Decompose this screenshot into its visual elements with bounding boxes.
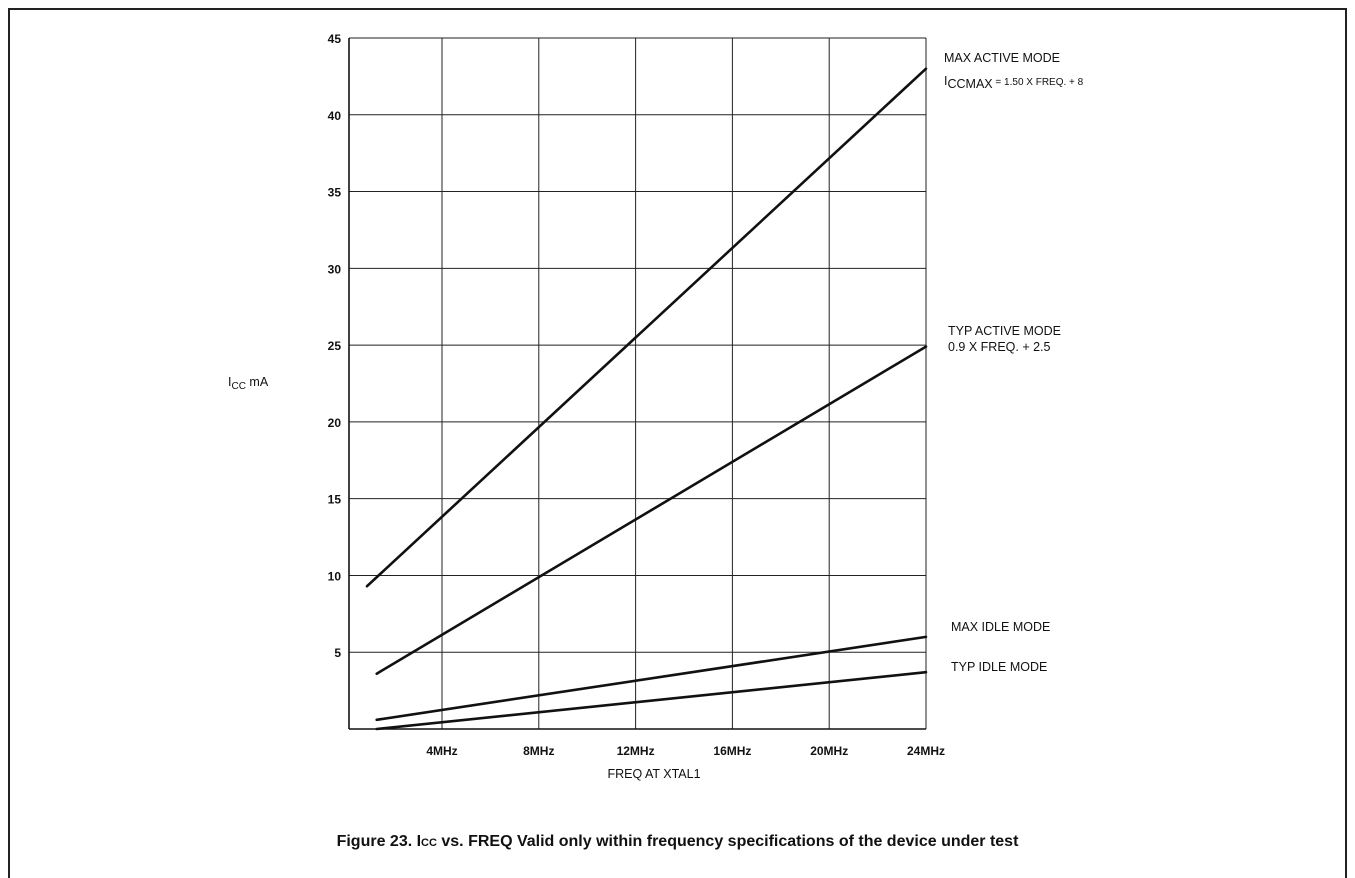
max-active-mode-equation: ICCMAX = 1.50 X FREQ. + 8 — [944, 74, 1084, 91]
y-axis-label: ICC mA — [228, 375, 269, 392]
typ-active-mode-label: TYP ACTIVE MODE — [948, 324, 1061, 338]
axes — [348, 38, 926, 730]
y-tick-label: 35 — [328, 186, 342, 200]
x-tick-label: 20MHz — [810, 744, 848, 758]
figure-caption: Figure 23. ICC vs. FREQ Valid only withi… — [336, 833, 1019, 850]
typ-active-mode-equation: 0.9 X FREQ. + 2.5 — [948, 340, 1051, 354]
y-tick-label: 5 — [334, 646, 341, 660]
y-tick-label: 10 — [328, 569, 342, 583]
x-tick-label: 16MHz — [713, 744, 751, 758]
y-tick-label: 40 — [328, 109, 342, 123]
x-axis-label: FREQ AT XTAL1 — [607, 767, 700, 781]
figure-frame — [8, 8, 1347, 878]
max-active-mode-label: MAX ACTIVE MODE — [944, 51, 1060, 65]
grid — [349, 37, 927, 729]
y-tick-label: 15 — [328, 493, 342, 507]
x-tick-labels: 4MHz 8MHz 12MHz 16MHz 20MHz 24MHz — [426, 744, 945, 758]
typ-active-mode-line — [375, 345, 928, 676]
x-tick-label: 8MHz — [523, 744, 554, 758]
y-tick-label: 25 — [328, 339, 342, 353]
typ-idle-mode-label: TYP IDLE MODE — [951, 660, 1047, 674]
y-tick-label: 20 — [328, 416, 342, 430]
y-tick-labels: 5 10 15 20 25 30 35 40 45 — [328, 32, 342, 660]
x-tick-label: 4MHz — [426, 744, 457, 758]
series-lines — [365, 67, 928, 731]
x-tick-label: 24MHz — [907, 744, 945, 758]
max-idle-mode-line — [375, 635, 928, 722]
y-tick-label: 30 — [328, 262, 342, 276]
y-tick-label: 45 — [328, 32, 342, 46]
chart: 5 10 15 20 25 30 35 40 45 4MHz 8MHz 12MHz 16MHz 20MH… — [228, 32, 1084, 781]
max-active-mode-line — [365, 67, 928, 588]
x-tick-label: 12MHz — [617, 744, 655, 758]
typ-idle-mode-line — [375, 670, 928, 731]
max-idle-mode-label: MAX IDLE MODE — [951, 620, 1050, 634]
